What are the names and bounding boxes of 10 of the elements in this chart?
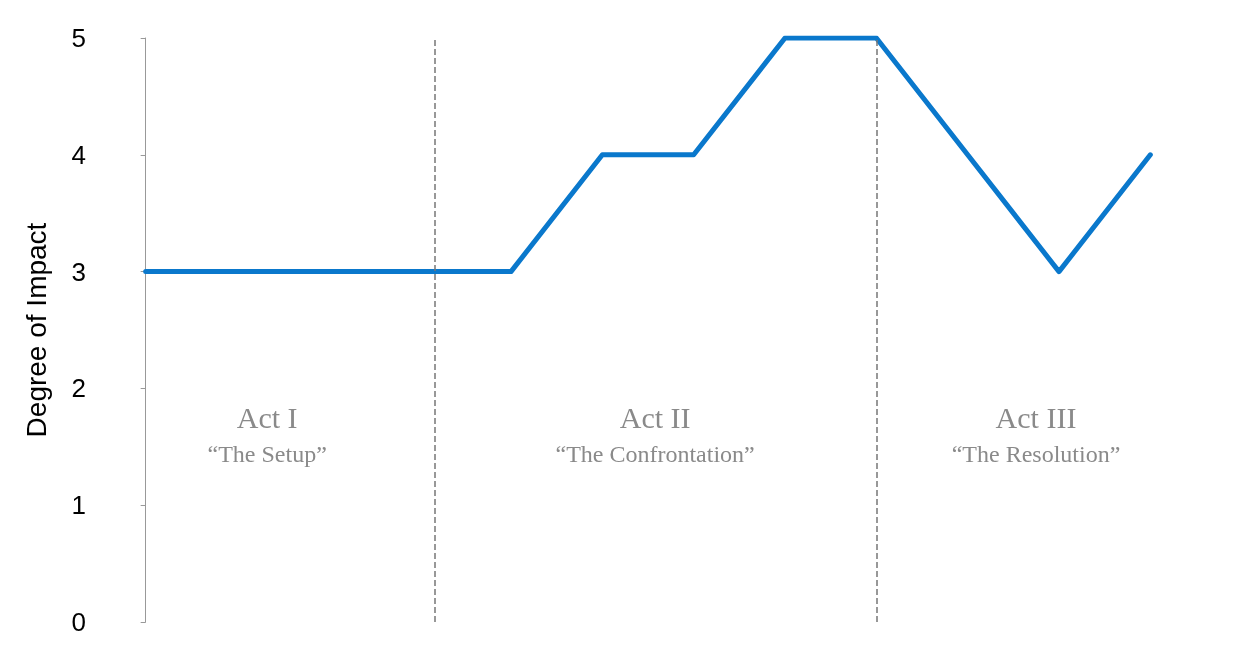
y-tick-label: 4 (71, 139, 86, 170)
y-tick-label: 3 (71, 256, 86, 287)
y-tick-label: 2 (71, 373, 86, 404)
annotation: Act III “The Resolution” (951, 401, 1121, 467)
y-tick-label: 0 (71, 607, 86, 637)
annotation: Act II “The Confrontation” (555, 401, 755, 467)
y-axis-title: Degree of Impact (20, 222, 52, 438)
y-tick-label: 1 (71, 490, 86, 521)
annotation: Act I “The Setup” (207, 401, 327, 467)
y-tick-label: 5 (71, 23, 86, 53)
